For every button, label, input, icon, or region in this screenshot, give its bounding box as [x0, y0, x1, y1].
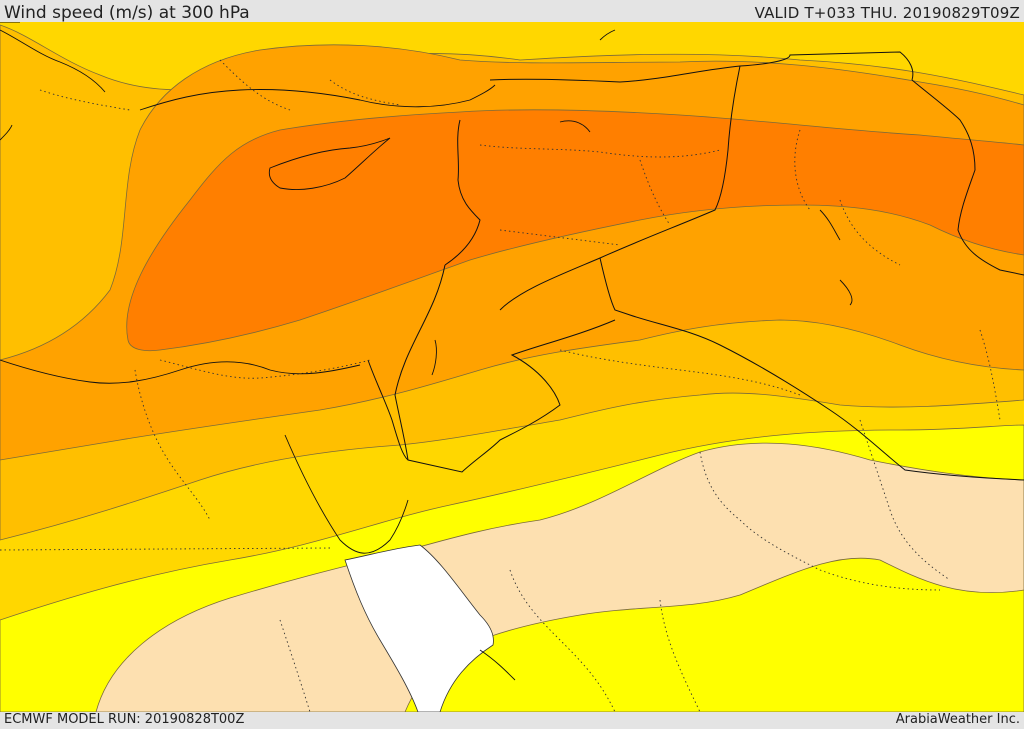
credit-label: ArabiaWeather Inc. — [895, 712, 1020, 727]
country-borders — [0, 22, 1024, 481]
coastlines — [0, 29, 853, 681]
province-borders — [0, 59, 1001, 712]
wind-speed-map — [0, 22, 1024, 712]
model-run: ECMWF MODEL RUN: 20190828T00Z — [4, 712, 245, 727]
valid-time: VALID T+033 THU. 20190829T09Z — [754, 4, 1020, 22]
footer-bar: ECMWF MODEL RUN: 20190828T00Z ArabiaWeat… — [0, 712, 1024, 729]
map-canvas — [0, 22, 1024, 712]
sea-gap — [344, 544, 494, 712]
band-50-60 — [126, 109, 1024, 352]
header-bar: Wind speed (m/s) at 300 hPa VALID T+033 … — [0, 0, 1024, 23]
map-title: Wind speed (m/s) at 300 hPa — [4, 3, 250, 23]
